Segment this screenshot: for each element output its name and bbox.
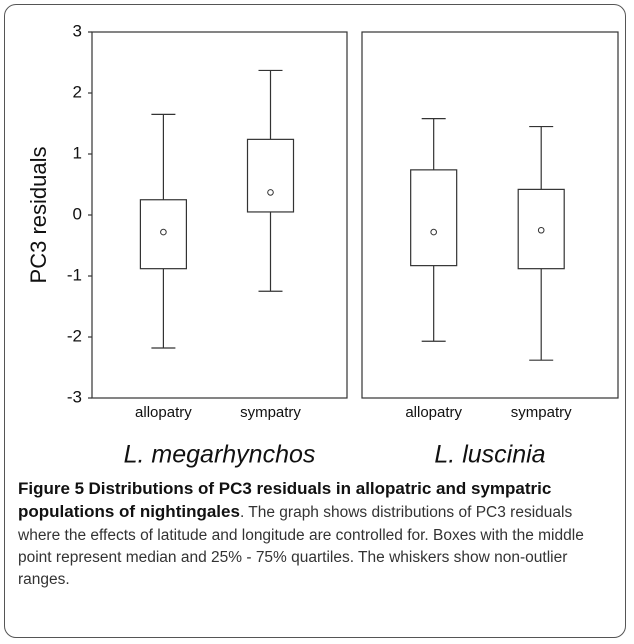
median-point	[430, 228, 437, 236]
x-tick-label: allopatry	[135, 404, 192, 421]
caption: Figure 5 Distributions of PC3 residuals …	[18, 478, 618, 591]
y-tick-label: -2	[67, 326, 82, 345]
caption-text: . The graph shows distributions of PC3 r…	[18, 504, 584, 589]
x-tick-label: allopatry	[405, 404, 462, 421]
figure-frame	[4, 4, 626, 638]
y-tick-label: 1	[73, 143, 82, 162]
x-axis-label: L. luscinia	[434, 441, 545, 469]
figure-label: Figure 5	[18, 479, 85, 498]
box	[410, 169, 458, 267]
y-tick-label: 0	[73, 204, 82, 223]
x-tick-label: sympatry	[240, 404, 301, 421]
x-axis-label: L. megarhynchos	[124, 441, 316, 469]
box	[246, 138, 295, 213]
y-tick-label: 3	[73, 21, 82, 40]
median-point	[267, 189, 274, 196]
chart: -3 -2 -1 0 1 2 3 PC3 residuals L. megarhynchos al…	[26, 21, 619, 469]
y-axis-label: PC3 residuals	[26, 147, 51, 284]
median-point	[537, 226, 545, 234]
y-tick-label: -1	[67, 265, 82, 284]
figure-title: Distributions of PC3 residuals in allopa…	[18, 479, 552, 522]
y-tick-label: 2	[73, 82, 82, 101]
panel-frame	[361, 31, 619, 399]
x-tick-label: sympatry	[511, 404, 572, 421]
median-point	[160, 228, 167, 236]
box	[517, 188, 565, 270]
panel-frame	[91, 31, 348, 399]
box	[139, 199, 187, 270]
y-tick-label: -3	[67, 387, 82, 406]
